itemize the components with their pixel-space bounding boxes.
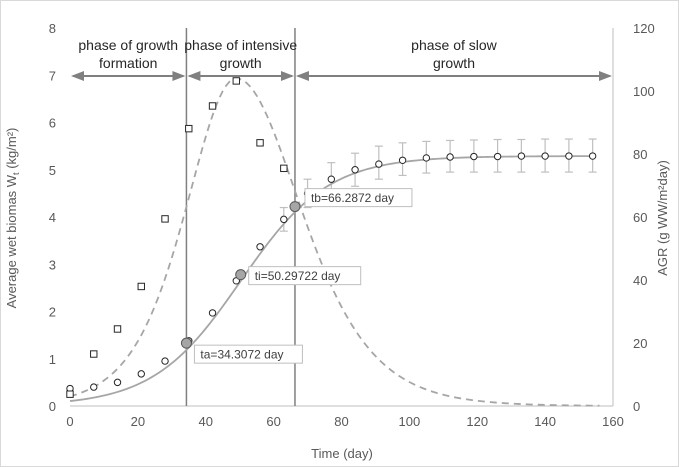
biomass-point xyxy=(398,156,407,165)
agr-point xyxy=(185,124,193,133)
biomass-point xyxy=(351,166,359,174)
y-tick-label: 7 xyxy=(49,68,56,83)
y-tick-label: 6 xyxy=(49,116,56,131)
y-axis-title-main: Average wet biomas W xyxy=(4,174,19,308)
phase-label-line2: formation xyxy=(99,55,157,71)
y-axis-title-subscript: t xyxy=(11,172,21,175)
key-point-marker xyxy=(180,337,192,349)
biomass-point xyxy=(517,152,526,160)
biomass-point xyxy=(256,243,264,251)
phase-arrow-head-right xyxy=(172,71,186,81)
key-point-callout-label: tb=66.2872 day xyxy=(311,191,394,205)
y-tick-label: 5 xyxy=(49,163,56,178)
phase-label-line1: phase of slow xyxy=(411,37,497,53)
biomass-point xyxy=(161,357,169,365)
biomass-point xyxy=(588,152,597,160)
x-tick-label: 80 xyxy=(334,414,348,429)
biomass-point xyxy=(470,152,478,161)
biomass-point xyxy=(541,152,549,160)
agr-point xyxy=(232,77,240,85)
x-tick-label: 140 xyxy=(534,414,556,429)
biomass-point xyxy=(375,160,383,168)
y2-tick-label: 40 xyxy=(633,273,647,288)
biomass-fitted-curve xyxy=(69,155,593,402)
agr-point xyxy=(66,390,74,398)
biomass-point xyxy=(208,309,217,317)
y-axis-title: Average wet biomas Wt (kg/m²) xyxy=(4,128,21,309)
key-point-marker xyxy=(289,201,301,213)
x-tick-label: 60 xyxy=(266,414,280,429)
x-tick-label: 40 xyxy=(199,414,213,429)
agr-point xyxy=(137,282,145,291)
phase-arrow-head-left xyxy=(71,71,84,81)
key-point-callout-box xyxy=(193,344,303,364)
phase-label-line1: phase of growth xyxy=(78,37,178,53)
phase-label-line2: growth xyxy=(433,55,475,71)
y-tick-label: 4 xyxy=(49,210,56,225)
agr-point xyxy=(161,215,169,223)
agr-point xyxy=(208,102,217,110)
biomass-point xyxy=(280,215,288,224)
phase-arrow-head-left xyxy=(295,71,309,81)
y-tick-label: 3 xyxy=(49,257,56,272)
biomass-point xyxy=(446,153,454,161)
biomass-point xyxy=(90,383,98,391)
phase-label-line2: growth xyxy=(220,55,262,71)
x-tick-label: 100 xyxy=(399,414,421,429)
biomass-point xyxy=(565,152,573,160)
phase-arrow-head-left xyxy=(187,71,201,81)
phase-label-line1: phase of intensive xyxy=(184,37,297,53)
agr-point xyxy=(280,164,288,173)
y2-tick-label: 60 xyxy=(633,210,647,225)
agr-point xyxy=(113,325,122,333)
y-tick-label: 8 xyxy=(49,21,56,36)
agr-point xyxy=(90,350,98,358)
x-tick-label: 0 xyxy=(66,414,73,429)
biomass-point xyxy=(422,154,431,162)
y2-tick-label: 120 xyxy=(633,21,655,36)
y2-tick-label: 100 xyxy=(633,84,655,99)
y2-tick-label: 20 xyxy=(633,336,647,351)
agr-point xyxy=(256,139,264,147)
agr-fitted-curve xyxy=(69,77,600,407)
y-axis-title-unit: (kg/m²) xyxy=(4,128,19,173)
x-tick-label: 160 xyxy=(602,414,624,429)
y-tick-label: 2 xyxy=(49,305,56,320)
key-point-callout-box xyxy=(248,266,362,286)
x-axis-title: Time (day) xyxy=(311,446,373,461)
y2-axis-title: AGR (g WW/m²day) xyxy=(655,160,670,276)
key-point-callout-box xyxy=(304,188,413,208)
y2-tick-label: 80 xyxy=(633,147,647,162)
key-point-callout-label: ti=50.29722 day xyxy=(255,269,341,283)
key-point-marker xyxy=(235,269,247,281)
x-tick-label: 120 xyxy=(466,414,488,429)
biomass-point xyxy=(327,175,336,183)
phase-arrow-head-right xyxy=(280,71,294,81)
y2-tick-label: 0 xyxy=(633,399,640,414)
biomass-point xyxy=(493,152,502,161)
key-point-callout-label: ta=34.3072 day xyxy=(200,348,283,362)
y-tick-label: 1 xyxy=(49,352,56,367)
x-tick-label: 20 xyxy=(131,414,145,429)
phase-arrow-head-right xyxy=(599,71,612,81)
y-tick-label: 0 xyxy=(49,399,56,414)
biomass-point xyxy=(113,378,122,387)
biomass-point xyxy=(137,370,145,378)
